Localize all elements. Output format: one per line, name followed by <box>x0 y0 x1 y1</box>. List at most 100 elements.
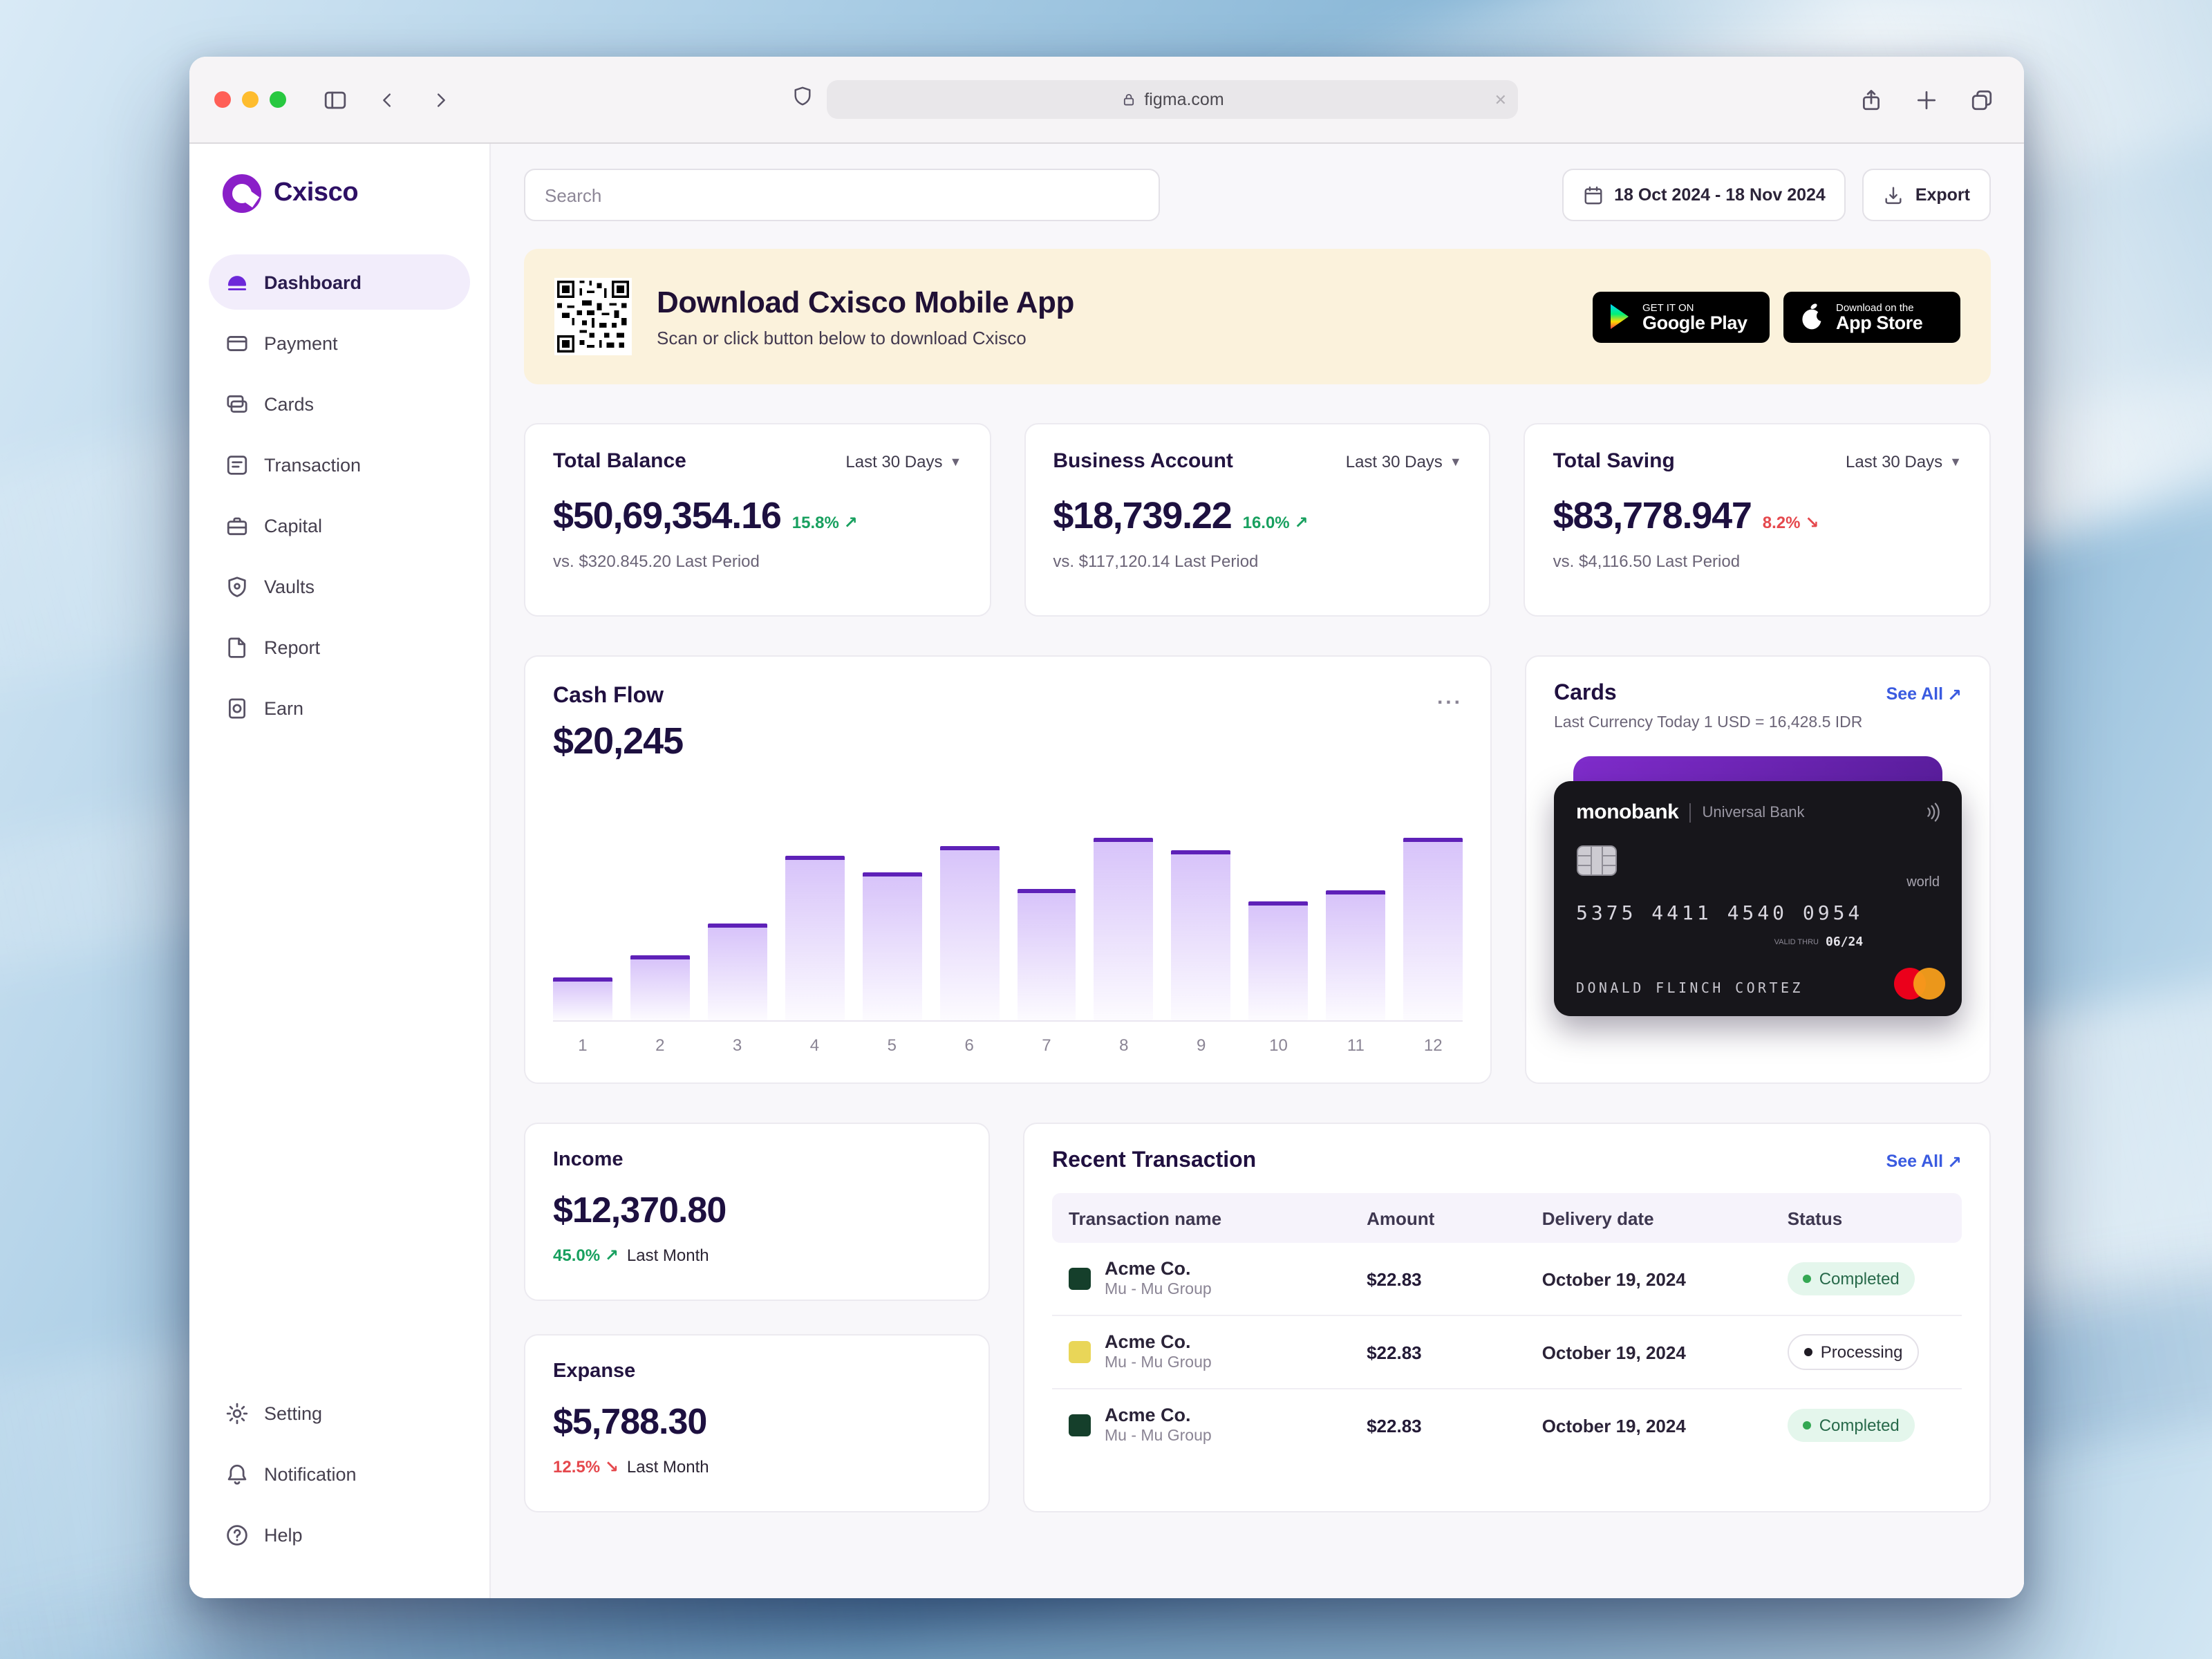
search-input[interactable] <box>524 169 1160 221</box>
cash-flow-xlabel: 1 <box>578 1035 588 1055</box>
stat-change: 16.0% ↗ <box>1242 513 1309 532</box>
brand: Cxisco <box>209 174 470 213</box>
forward-icon[interactable] <box>422 82 458 118</box>
sidebar-item-label: Setting <box>264 1403 323 1423</box>
period-dropdown[interactable]: Last 30 Days ▼ <box>1346 451 1462 471</box>
badge-line1: GET IT ON <box>1642 301 1694 313</box>
badge-line2: App Store <box>1836 312 1923 332</box>
cash-flow-xlabel: 2 <box>655 1035 665 1055</box>
sidebar-item-label: Help <box>264 1524 303 1545</box>
clear-url-icon[interactable]: ✕ <box>1494 92 1507 109</box>
divider <box>1689 803 1691 822</box>
trend-up-icon: ↗ <box>843 513 858 532</box>
sidebar-item-help[interactable]: Help <box>209 1507 470 1562</box>
sidebar-item-notification[interactable]: Notification <box>209 1446 470 1501</box>
gear-icon <box>226 1402 248 1424</box>
income-change-suffix: Last Month <box>626 1246 709 1265</box>
cash-flow-xlabel: 3 <box>732 1035 742 1055</box>
export-label: Export <box>1915 185 1970 205</box>
cash-flow-bar <box>1171 850 1231 1020</box>
table-row[interactable]: Acme Co. Mu - Mu Group $22.83 October 19… <box>1052 1389 1962 1461</box>
app-root: Cxisco Dashboard Payment Cards <box>189 144 2024 1598</box>
export-button[interactable]: Export <box>1862 169 1991 221</box>
stat-vs: vs. $320.845.20 Last Period <box>553 552 760 571</box>
stat-card-total-saving: Total Saving Last 30 Days ▼ $83,778.947 … <box>1524 423 1991 617</box>
card-valid: VALID THRU 06/24 <box>1774 936 1864 950</box>
income-change: 45.0% ↗ Last Month <box>553 1246 709 1265</box>
kpi-column: Income $12,370.80 45.0% ↗ Last Month Exp… <box>524 1123 990 1512</box>
transaction-amount: $22.83 <box>1367 1415 1422 1436</box>
sidebar-item-cards[interactable]: Cards <box>209 376 470 431</box>
banner-subtitle: Scan or click button below to download C… <box>657 328 1027 348</box>
report-icon <box>228 637 246 657</box>
expanse-card: Expanse $5,788.30 12.5% ↘ Last Month <box>524 1334 990 1512</box>
close-window-button[interactable] <box>214 91 231 108</box>
sidebar-item-capital[interactable]: Capital <box>209 498 470 553</box>
trend-down-icon: ↘ <box>604 1457 619 1477</box>
sidebar-item-label: Capital <box>264 515 323 536</box>
stat-vs: vs. $117,120.14 Last Period <box>1053 552 1259 571</box>
transactions-see-all-link[interactable]: See All ↗ <box>1886 1152 1962 1172</box>
income-title: Income <box>553 1149 624 1171</box>
sidebar-item-dashboard[interactable]: Dashboard <box>209 254 470 310</box>
sidebar-item-earn[interactable]: Earn <box>209 680 470 735</box>
chevron-down-icon: ▼ <box>1949 454 1962 468</box>
zoom-window-button[interactable] <box>270 91 286 108</box>
arrow-up-right-icon: ↗ <box>1947 685 1962 704</box>
table-row[interactable]: Acme Co. Mu - Mu Group $22.83 October 19… <box>1052 1316 1962 1389</box>
privacy-shield-icon[interactable] <box>792 86 813 113</box>
status-badge: Processing <box>1787 1334 1920 1370</box>
transaction-company-icon <box>1069 1341 1091 1363</box>
google-play-badge[interactable]: GET IT ON Google Play <box>1593 291 1770 342</box>
tab-overview-icon[interactable] <box>1963 82 1999 118</box>
new-tab-icon[interactable] <box>1908 82 1944 118</box>
stat-title: Business Account <box>1053 449 1233 473</box>
stat-value: $50,69,354.16 <box>553 495 782 536</box>
help-icon <box>227 1524 247 1545</box>
sidebar-item-report[interactable]: Report <box>209 619 470 675</box>
sidebar-item-vaults[interactable]: Vaults <box>209 559 470 614</box>
cash-flow-xlabel: 9 <box>1196 1035 1206 1055</box>
brand-name: Cxisco <box>274 178 359 207</box>
transaction-company-icon <box>1069 1414 1091 1436</box>
sidebar-item-setting[interactable]: Setting <box>209 1385 470 1441</box>
date-range-button[interactable]: 18 Oct 2024 - 18 Nov 2024 <box>1562 169 1846 221</box>
stat-title: Total Saving <box>1553 449 1675 473</box>
status-dot-icon <box>1803 1348 1812 1356</box>
stat-title: Total Balance <box>553 449 686 473</box>
status-badge: Completed <box>1787 1409 1915 1442</box>
back-icon[interactable] <box>369 82 405 118</box>
card-bank-name: Universal Bank <box>1702 804 1805 821</box>
share-icon[interactable] <box>1853 82 1888 118</box>
address-bar[interactable]: figma.com ✕ <box>827 80 1518 119</box>
period-label: Last 30 Days <box>1345 451 1443 471</box>
cards-title: Cards <box>1554 682 1617 705</box>
sidebar-footer: Setting Notification Help <box>209 1385 470 1562</box>
valid-thru-label: VALID THRU <box>1774 939 1819 947</box>
table-row[interactable]: Acme Co. Mu - Mu Group $22.83 October 19… <box>1052 1243 1962 1316</box>
qr-code <box>554 278 632 355</box>
trend-down-icon: ↘ <box>1805 513 1819 532</box>
address-zone: figma.com ✕ <box>474 80 1836 119</box>
sidebar-item-transaction[interactable]: Transaction <box>209 437 470 492</box>
transaction-amount: $22.83 <box>1367 1342 1422 1362</box>
cards-see-all-link[interactable]: See All ↗ <box>1886 684 1962 704</box>
sidebar-item-label: Dashboard <box>264 272 362 292</box>
sidebar-item-payment[interactable]: Payment <box>209 315 470 371</box>
cash-flow-xlabel: 4 <box>809 1035 820 1055</box>
sidebar-toggle-icon[interactable] <box>317 82 353 118</box>
more-options-icon[interactable]: ... <box>1436 685 1463 709</box>
period-dropdown[interactable]: Last 30 Days ▼ <box>845 451 962 471</box>
trend-up-icon: ↗ <box>1294 513 1309 532</box>
export-icon <box>1886 186 1902 204</box>
minimize-window-button[interactable] <box>242 91 259 108</box>
sidebar-item-label: Payment <box>264 332 338 353</box>
app-store-badge[interactable]: Download on the App Store <box>1783 291 1960 342</box>
transaction-amount: $22.83 <box>1367 1268 1422 1289</box>
transactions-title: Recent Transaction <box>1052 1149 1257 1172</box>
sidebar-item-label: Earn <box>264 697 304 718</box>
status-dot-icon <box>1802 1275 1811 1283</box>
period-dropdown[interactable]: Last 30 Days ▼ <box>1846 451 1962 471</box>
card-chip-icon <box>1577 845 1617 876</box>
